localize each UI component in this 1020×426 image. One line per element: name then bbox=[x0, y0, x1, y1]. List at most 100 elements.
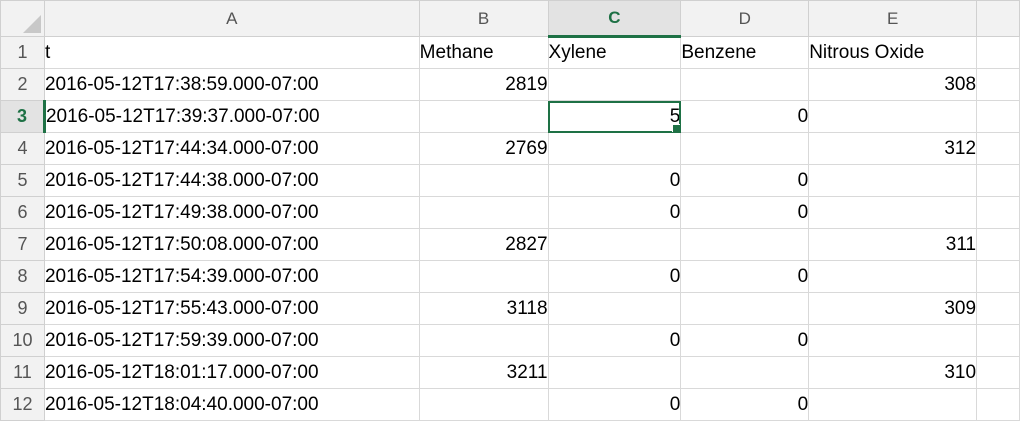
row-header[interactable]: 12 bbox=[0, 388, 45, 421]
cell-benzene[interactable]: 0 bbox=[680, 260, 810, 293]
cell-benzene[interactable] bbox=[680, 132, 810, 165]
cell-t[interactable]: 2016-05-12T17:54:39.000-07:00 bbox=[43, 260, 420, 293]
row-header[interactable]: 10 bbox=[0, 324, 45, 357]
cell-empty[interactable] bbox=[976, 68, 1020, 101]
table-row: 11 2016-05-12T18:01:17.000-07:00 3211 31… bbox=[0, 356, 1020, 389]
cell-xylene[interactable] bbox=[547, 356, 682, 389]
cell-empty[interactable] bbox=[976, 164, 1020, 197]
cell-nitrous-oxide[interactable] bbox=[808, 260, 978, 293]
table-row: 2 2016-05-12T17:38:59.000-07:00 2819 308 bbox=[0, 68, 1020, 101]
column-header-row: A B C D E bbox=[0, 0, 1020, 38]
cell-a1[interactable]: t bbox=[43, 36, 420, 69]
cell-empty[interactable] bbox=[976, 196, 1020, 229]
cell-methane[interactable] bbox=[418, 260, 549, 293]
cell-empty[interactable] bbox=[976, 228, 1020, 261]
cell-benzene[interactable]: 0 bbox=[680, 100, 810, 133]
cell-e1[interactable]: Nitrous Oxide bbox=[808, 36, 978, 69]
cell-nitrous-oxide[interactable] bbox=[808, 164, 978, 197]
cell-xylene[interactable] bbox=[547, 292, 682, 325]
cell-t[interactable]: 2016-05-12T17:55:43.000-07:00 bbox=[43, 292, 420, 325]
column-header-c[interactable]: C bbox=[547, 0, 682, 38]
table-row: 12 2016-05-12T18:04:40.000-07:00 0 0 bbox=[0, 388, 1020, 421]
cell-benzene[interactable] bbox=[680, 68, 810, 101]
cell-methane[interactable] bbox=[418, 100, 549, 133]
selected-cell-c3[interactable]: 5 bbox=[547, 100, 682, 133]
column-header-b[interactable]: B bbox=[418, 0, 549, 37]
cell-nitrous-oxide[interactable]: 311 bbox=[808, 228, 978, 261]
row-header[interactable]: 7 bbox=[0, 228, 45, 261]
cell-empty[interactable] bbox=[976, 260, 1020, 293]
table-row: 5 2016-05-12T17:44:38.000-07:00 0 0 bbox=[0, 164, 1020, 197]
row-header[interactable]: 11 bbox=[0, 356, 45, 389]
cell-nitrous-oxide[interactable] bbox=[808, 196, 978, 229]
select-all-corner[interactable] bbox=[0, 0, 45, 37]
cell-methane[interactable]: 2819 bbox=[418, 68, 549, 101]
cell-benzene[interactable]: 0 bbox=[680, 324, 810, 357]
row-header[interactable]: 8 bbox=[0, 260, 45, 293]
column-header-d[interactable]: D bbox=[680, 0, 810, 37]
cell-t[interactable]: 2016-05-12T17:50:08.000-07:00 bbox=[43, 228, 420, 261]
cell-d1[interactable]: Benzene bbox=[680, 36, 810, 69]
cell-b1[interactable]: Methane bbox=[418, 36, 549, 69]
cell-empty[interactable] bbox=[976, 132, 1020, 165]
cell-methane[interactable]: 3118 bbox=[418, 292, 549, 325]
cell-t[interactable]: 2016-05-12T17:44:38.000-07:00 bbox=[43, 164, 420, 197]
cell-nitrous-oxide[interactable]: 310 bbox=[808, 356, 978, 389]
cell-xylene[interactable] bbox=[547, 68, 682, 101]
row-header[interactable]: 9 bbox=[0, 292, 45, 325]
cell-t[interactable]: 2016-05-12T17:44:34.000-07:00 bbox=[43, 132, 420, 165]
cell-benzene[interactable]: 0 bbox=[680, 388, 810, 421]
row-header[interactable]: 5 bbox=[0, 164, 45, 197]
cell-nitrous-oxide[interactable] bbox=[808, 324, 978, 357]
cell-empty[interactable] bbox=[976, 388, 1020, 421]
cell-t[interactable]: 2016-05-12T17:59:39.000-07:00 bbox=[43, 324, 420, 357]
cell-nitrous-oxide[interactable]: 309 bbox=[808, 292, 978, 325]
cell-t[interactable]: 2016-05-12T17:39:37.000-07:00 bbox=[43, 100, 420, 133]
cell-t[interactable]: 2016-05-12T17:38:59.000-07:00 bbox=[43, 68, 420, 101]
cell-xylene[interactable]: 0 bbox=[547, 196, 682, 229]
cell-c1[interactable]: Xylene bbox=[547, 36, 682, 69]
cell-xylene[interactable]: 0 bbox=[547, 260, 682, 293]
cell-methane[interactable] bbox=[418, 164, 549, 197]
cell-methane[interactable]: 2769 bbox=[418, 132, 549, 165]
cell-xylene[interactable] bbox=[547, 228, 682, 261]
cell-methane[interactable] bbox=[418, 324, 549, 357]
cell-methane[interactable]: 3211 bbox=[418, 356, 549, 389]
cell-empty[interactable] bbox=[976, 324, 1020, 357]
cell-nitrous-oxide[interactable] bbox=[808, 100, 978, 133]
cell-benzene[interactable] bbox=[680, 356, 810, 389]
cell-methane[interactable] bbox=[418, 388, 549, 421]
cell-benzene[interactable]: 0 bbox=[680, 164, 810, 197]
table-row: 3 2016-05-12T17:39:37.000-07:00 5 0 bbox=[0, 100, 1020, 133]
row-header[interactable]: 1 bbox=[0, 36, 45, 69]
column-header-f[interactable] bbox=[976, 0, 1020, 37]
cell-t[interactable]: 2016-05-12T17:49:38.000-07:00 bbox=[43, 196, 420, 229]
cell-xylene[interactable]: 0 bbox=[547, 324, 682, 357]
row-header[interactable]: 2 bbox=[0, 68, 45, 101]
cell-xylene[interactable]: 0 bbox=[547, 164, 682, 197]
fill-handle[interactable] bbox=[672, 124, 680, 132]
cell-xylene[interactable]: 0 bbox=[547, 388, 682, 421]
cell-methane[interactable]: 2827 bbox=[418, 228, 549, 261]
column-header-e[interactable]: E bbox=[808, 0, 978, 37]
cell-benzene[interactable]: 0 bbox=[680, 196, 810, 229]
cell-t[interactable]: 2016-05-12T18:01:17.000-07:00 bbox=[43, 356, 420, 389]
cell-benzene[interactable] bbox=[680, 228, 810, 261]
cell-benzene[interactable] bbox=[680, 292, 810, 325]
cell-nitrous-oxide[interactable]: 312 bbox=[808, 132, 978, 165]
row-header-active[interactable]: 3 bbox=[0, 100, 46, 133]
cell-nitrous-oxide[interactable]: 308 bbox=[808, 68, 978, 101]
cell-empty[interactable] bbox=[976, 36, 1020, 69]
cell-empty[interactable] bbox=[976, 100, 1020, 133]
row-header[interactable]: 6 bbox=[0, 196, 45, 229]
cell-t[interactable]: 2016-05-12T18:04:40.000-07:00 bbox=[43, 388, 420, 421]
cell-empty[interactable] bbox=[976, 292, 1020, 325]
column-header-a[interactable]: A bbox=[43, 0, 420, 37]
cell-empty[interactable] bbox=[976, 356, 1020, 389]
row-header[interactable]: 4 bbox=[0, 132, 45, 165]
cell-nitrous-oxide[interactable] bbox=[808, 388, 978, 421]
cell-xylene[interactable] bbox=[547, 132, 682, 165]
cell-methane[interactable] bbox=[418, 196, 549, 229]
